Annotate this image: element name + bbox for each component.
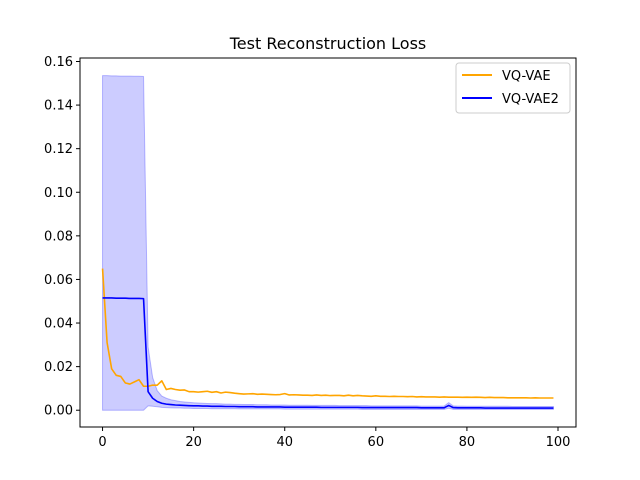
series-lines: [101, 268, 554, 409]
plot-area: [101, 75, 554, 411]
y-tick-label: 0.12: [44, 142, 73, 157]
x-tick-label: 20: [185, 435, 202, 450]
x-tick-label: 40: [276, 435, 293, 450]
y-tick-label: 0.14: [44, 99, 73, 114]
series-line-vq-vae2: [102, 297, 554, 409]
legend-label-vq-vae: VQ-VAE: [502, 69, 551, 84]
y-tick-label: 0.00: [44, 404, 73, 419]
x-tick-label: 80: [459, 435, 476, 450]
axes-frame: [79, 57, 577, 428]
y-axis: 0.00 0.02 0.04 0.06 0.08 0.10 0.12 0.14 0.16: [44, 55, 80, 419]
y-tick-label: 0.06: [44, 273, 73, 288]
x-axis: 0 20 40 60 80 100: [98, 427, 570, 450]
chart-title: Test Reconstruction Loss: [229, 34, 427, 53]
x-tick-label: 100: [546, 435, 571, 450]
x-tick-label: 0: [98, 435, 106, 450]
x-tick-label: 60: [368, 435, 385, 450]
y-tick-label: 0.04: [44, 317, 73, 332]
series-line-vq-vae: [101, 268, 554, 399]
y-tick-label: 0.08: [44, 229, 73, 244]
y-tick-label: 0.10: [44, 186, 73, 201]
legend-label-vq-vae2: VQ-VAE2: [502, 92, 559, 107]
legend: VQ-VAE VQ-VAE2: [455, 62, 571, 114]
y-tick-label: 0.02: [44, 360, 73, 375]
y-tick-label: 0.16: [44, 55, 73, 70]
